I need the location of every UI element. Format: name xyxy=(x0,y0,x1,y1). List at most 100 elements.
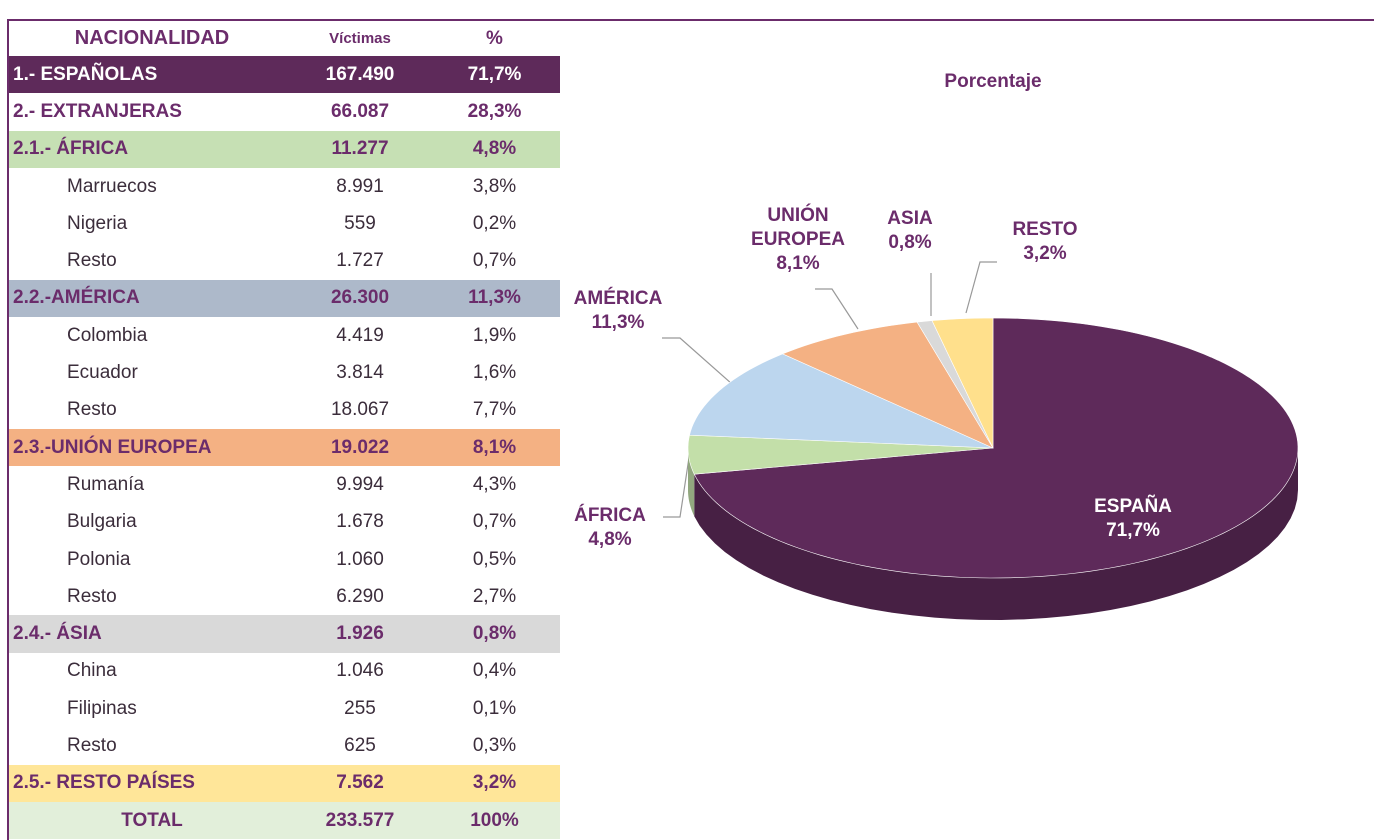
cell: Resto xyxy=(67,585,117,607)
table-row: Resto 6.290 2,7% xyxy=(9,578,560,615)
slice-name: AMÉRICA xyxy=(573,288,663,309)
cell: 9.994 xyxy=(336,473,384,495)
pie-slice xyxy=(781,321,994,449)
cell: 2.2.-AMÉRICA xyxy=(13,287,140,309)
cell: 71,7% xyxy=(467,63,522,85)
table-row: 2.5.- RESTO PAÍSES 7.562 3,2% xyxy=(9,764,560,802)
table-row: Resto 18.067 7,7% xyxy=(9,392,560,429)
leader xyxy=(965,261,997,314)
table-row: 2.- EXTRANJERAS 66.087 28,3% xyxy=(9,93,560,131)
chart-title: Porcentaje xyxy=(944,71,1041,92)
table-row: 2.4.- ÁSIA 1.926 0,8% xyxy=(9,615,560,653)
cell: 1.046 xyxy=(336,660,384,682)
leader-lines xyxy=(662,261,997,518)
cell: 100% xyxy=(470,809,519,831)
cell: 255 xyxy=(344,697,376,719)
slice-value: 8,1% xyxy=(776,253,820,274)
frame-line xyxy=(7,19,9,840)
table-row: Polonia 1.060 0,5% xyxy=(9,541,560,578)
cell: 2.4.- ÁSIA xyxy=(13,623,102,645)
cell: 2,7% xyxy=(472,585,517,607)
cell: 559 xyxy=(344,212,376,234)
header-row: NACIONALIDAD Víctimas% xyxy=(9,21,560,56)
table-row: 2.3.-UNIÓN EUROPEA 19.022 8,1% xyxy=(9,428,560,467)
cell: 11.277 xyxy=(331,138,389,160)
table-row: Resto 625 0,3% xyxy=(9,727,560,764)
cell: 2.3.-UNIÓN EUROPEA xyxy=(13,436,212,458)
cell: 233.577 xyxy=(325,809,395,831)
table-row: Filipinas 255 0,1% xyxy=(9,690,560,727)
cell: 1.- ESPAÑOLAS xyxy=(13,63,158,85)
slice-label: ESPAÑA 71,7% xyxy=(1073,495,1193,543)
cell: Polonia xyxy=(67,548,131,570)
pie-sides xyxy=(688,448,1298,620)
cell: 26.300 xyxy=(330,287,390,309)
cell: 28,3% xyxy=(467,100,522,122)
cell: 2.- EXTRANJERAS xyxy=(13,100,182,122)
slice-label: UNIÓN EUROPEA 8,1% xyxy=(743,204,853,276)
cell: Rumanía xyxy=(67,473,145,495)
cell: 1.678 xyxy=(336,511,384,533)
cell: TOTAL xyxy=(121,809,183,831)
table-row: 2.2.-AMÉRICA 26.300 11,3% xyxy=(9,279,560,318)
cell: 8,1% xyxy=(472,436,517,458)
slice-name: RESTO xyxy=(1012,219,1078,240)
slice-name: UNIÓN EUROPEA xyxy=(751,205,845,250)
cell: 1.727 xyxy=(336,250,384,272)
cell: 2.1.- ÁFRICA xyxy=(13,138,129,160)
cell: 6.290 xyxy=(336,585,384,607)
header-cell: Víctimas xyxy=(329,30,391,47)
chart: Porcentaje xyxy=(662,71,1299,620)
slice-name: ESPAÑA xyxy=(1094,496,1172,517)
table: NACIONALIDAD Víctimas% 1.- ESPAÑOLAS 167.49… xyxy=(9,21,560,840)
frame-line xyxy=(7,19,1374,21)
header-cell: NACIONALIDAD xyxy=(74,27,230,49)
cell: Colombia xyxy=(67,324,148,346)
table-row: Marruecos 8.991 3,8% xyxy=(9,168,560,205)
header-cell: % xyxy=(486,27,503,49)
cell: 0,5% xyxy=(472,548,517,570)
cell: 1,9% xyxy=(472,324,517,346)
table-row: Ecuador 3.814 1,6% xyxy=(9,354,560,391)
cell: 4,3% xyxy=(472,473,517,495)
slice-label: AMÉRICA 11,3% xyxy=(563,287,673,335)
cell: 3,8% xyxy=(472,175,517,197)
cell: 4.419 xyxy=(336,324,384,346)
cell: 66.087 xyxy=(330,100,390,122)
cell: Resto xyxy=(67,250,117,272)
cell: 625 xyxy=(344,734,376,756)
cell: 167.490 xyxy=(325,63,395,85)
slice-value: 4,8% xyxy=(588,529,632,550)
slice-name: ÁFRICA xyxy=(574,505,646,526)
leader xyxy=(815,288,859,330)
cell: 1.926 xyxy=(336,623,384,645)
table-row: 1.- ESPAÑOLAS 167.490 71,7% xyxy=(9,56,560,94)
pie-side xyxy=(688,448,695,517)
cell: 7.562 xyxy=(336,772,384,794)
cell: 7,7% xyxy=(472,399,517,421)
cell: 0,2% xyxy=(472,212,517,234)
cell: Resto xyxy=(67,734,117,756)
slice-label: ÁFRICA 4,8% xyxy=(555,504,665,552)
cell: China xyxy=(67,660,117,682)
slice-value: 71,7% xyxy=(1106,520,1160,541)
table-row: Colombia 4.419 1,9% xyxy=(9,317,560,354)
cell: 0,4% xyxy=(472,660,517,682)
slice-value: 3,2% xyxy=(1023,243,1067,264)
table-row: Nigeria 559 0,2% xyxy=(9,205,560,242)
cell: 0,1% xyxy=(472,697,517,719)
cell: 3,2% xyxy=(472,772,517,794)
cell: 19.022 xyxy=(330,436,390,458)
pie-side xyxy=(694,448,1298,620)
slice-value: 0,8% xyxy=(888,232,932,253)
cell: 0,7% xyxy=(472,511,517,533)
pie-slice xyxy=(931,317,994,449)
cell: 0,8% xyxy=(472,623,517,645)
leader xyxy=(663,450,691,518)
cell: Bulgaria xyxy=(67,511,137,533)
slice-label: RESTO 3,2% xyxy=(1000,218,1090,266)
table-row: Rumanía 9.994 4,3% xyxy=(9,466,560,503)
pie-slice xyxy=(689,353,994,449)
cell: Nigeria xyxy=(67,212,128,234)
